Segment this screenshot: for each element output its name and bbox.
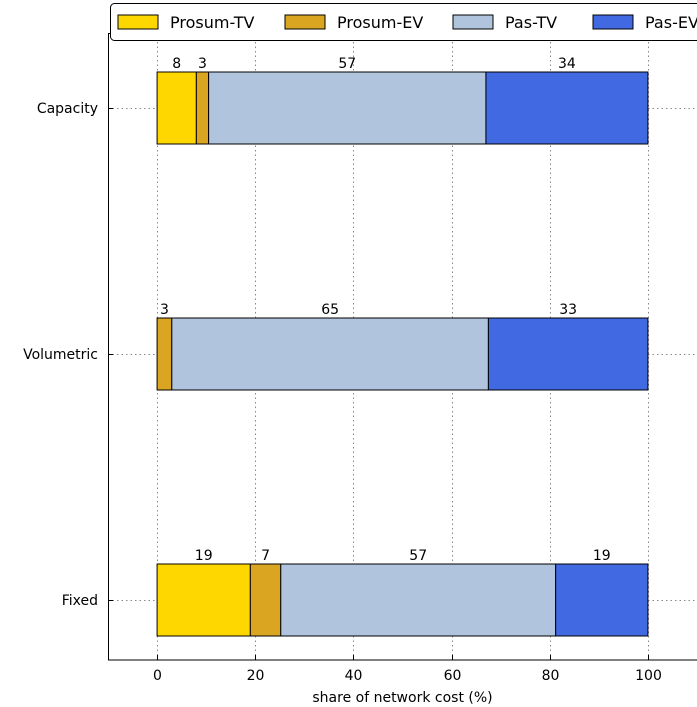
legend-swatch-prosum-ev [284,14,326,30]
bar-fixed-pas-tv [280,563,557,637]
legend-label-prosum-ev: Prosum-EV [337,13,423,32]
bar-label-capacity-pas-ev: 34 [558,56,576,72]
x-tick-label-20: 20 [247,668,265,684]
x-tick-label-100: 100 [635,668,662,684]
bar-volumetric-prosum-ev [156,317,173,391]
bar-fixed-prosum-tv [156,563,251,637]
legend-label-prosum-tv: Prosum-TV [170,13,255,32]
bar-value-labels: 8 3 57 34 3 65 33 19 7 57 19 [160,56,611,564]
bar-capacity-prosum-ev [195,71,210,145]
bar-capacity-pas-tv [208,71,487,145]
bar-volumetric-pas-tv [171,317,489,391]
x-tick-label-60: 60 [444,668,462,684]
legend-box [110,3,697,41]
bar-label-fixed-prosum-ev: 7 [261,548,270,564]
y-tick-label-fixed: Fixed [62,593,98,609]
legend-label-pas-ev: Pas-EV [645,13,697,32]
bars [156,71,649,637]
bar-label-volumetric-pas-tv: 65 [321,302,339,318]
x-axis-title: share of network cost (%) [312,690,492,706]
bar-capacity-prosum-tv [156,71,197,145]
bar-fixed-prosum-ev [249,563,282,637]
bar-label-fixed-prosum-tv: 19 [195,548,213,564]
legend-swatch-prosum-tv [117,14,159,30]
bar-label-capacity-prosum-ev: 3 [198,56,207,72]
bar-label-capacity-pas-tv: 57 [338,56,356,72]
legend-swatch-pas-tv [452,14,494,30]
legend-label-pas-tv: Pas-TV [505,13,557,32]
x-tick-label-80: 80 [542,668,560,684]
x-tick-label-40: 40 [345,668,363,684]
bar-label-fixed-pas-ev: 19 [593,548,611,564]
bar-fixed-pas-ev [555,563,649,637]
bar-label-fixed-pas-tv: 57 [409,548,427,564]
bar-label-volumetric-prosum-ev: 3 [160,302,169,318]
y-tick-label-volumetric: Volumetric [23,347,98,363]
bar-capacity-pas-ev [485,71,649,145]
x-tick-label-0: 0 [153,668,162,684]
bar-label-capacity-prosum-tv: 8 [172,56,181,72]
legend-swatch-pas-ev [592,14,634,30]
bar-volumetric-pas-ev [487,317,649,391]
legend: Prosum-TV Prosum-EV Pas-TV Pas-EV [110,3,697,41]
y-tick-label-capacity: Capacity [37,101,98,117]
bar-label-volumetric-pas-ev: 33 [559,302,577,318]
